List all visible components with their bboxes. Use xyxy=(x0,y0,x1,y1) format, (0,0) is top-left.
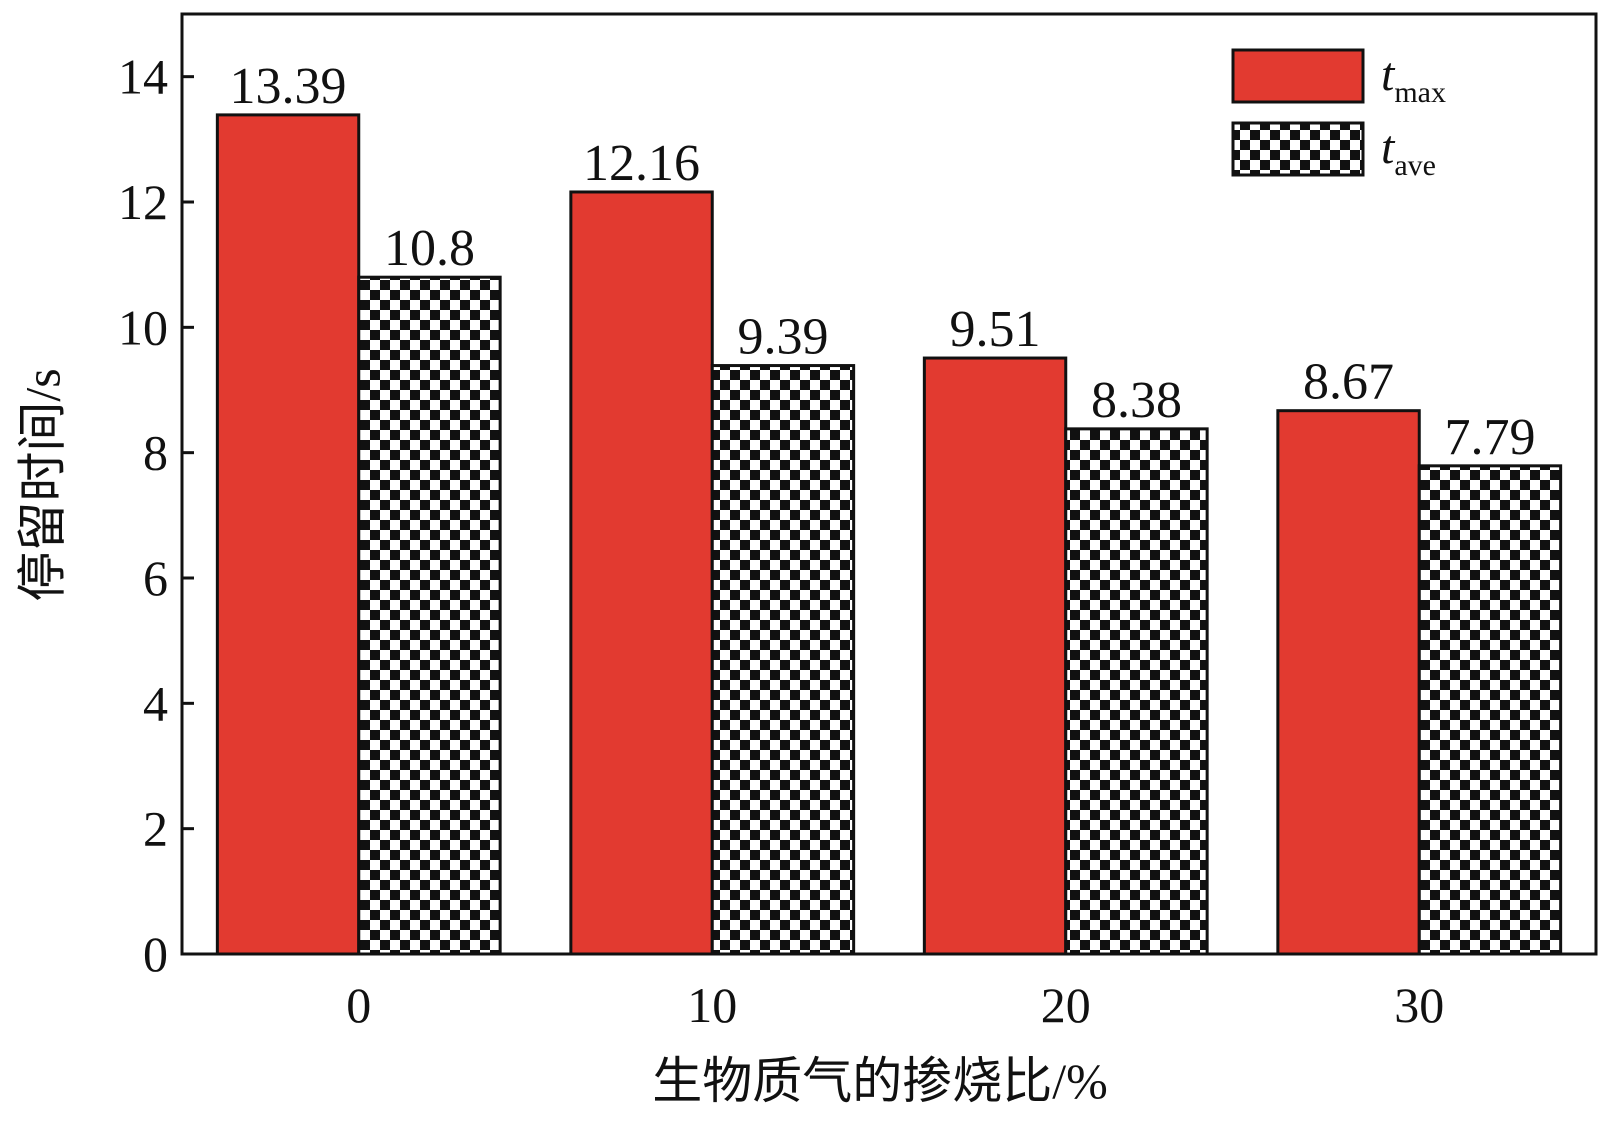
y-tick-label: 10 xyxy=(118,299,168,355)
bar xyxy=(922,356,1068,956)
plot-frame xyxy=(180,12,1598,956)
y-axis-label: 停留时间/s xyxy=(14,368,70,601)
legend-swatch xyxy=(1231,121,1365,177)
legend-label: tave xyxy=(1381,121,1436,182)
x-tick-label: 30 xyxy=(1394,977,1444,1033)
value-label: 8.38 xyxy=(1091,372,1182,429)
value-label: 13.39 xyxy=(230,58,347,115)
y-tick-label: 0 xyxy=(143,926,168,982)
value-label: 7.79 xyxy=(1444,409,1535,466)
bar xyxy=(710,364,856,956)
x-tick-label: 0 xyxy=(346,977,371,1033)
value-label: 8.67 xyxy=(1303,354,1394,411)
x-axis-label: 生物质气的掺烧比/% xyxy=(652,1053,1108,1109)
legend-swatch xyxy=(1231,48,1365,104)
value-label: 12.16 xyxy=(583,135,700,192)
y-tick-label: 14 xyxy=(118,49,168,105)
x-tick-label: 10 xyxy=(687,977,737,1033)
bar xyxy=(1417,464,1563,956)
bar xyxy=(215,113,361,956)
value-label: 10.8 xyxy=(384,220,475,277)
bar xyxy=(569,190,714,956)
bar xyxy=(1276,409,1421,956)
value-label: 9.39 xyxy=(737,309,828,366)
y-tick-label: 6 xyxy=(143,550,168,606)
x-tick-label: 20 xyxy=(1041,977,1091,1033)
bar xyxy=(357,275,502,956)
y-tick-label: 4 xyxy=(143,675,168,731)
y-tick-label: 8 xyxy=(143,425,168,481)
y-tick-label: 2 xyxy=(143,801,168,857)
value-label: 9.51 xyxy=(950,301,1041,358)
y-tick-label: 12 xyxy=(118,174,168,230)
bar xyxy=(1064,427,1209,956)
legend-label: tmax xyxy=(1381,48,1446,109)
